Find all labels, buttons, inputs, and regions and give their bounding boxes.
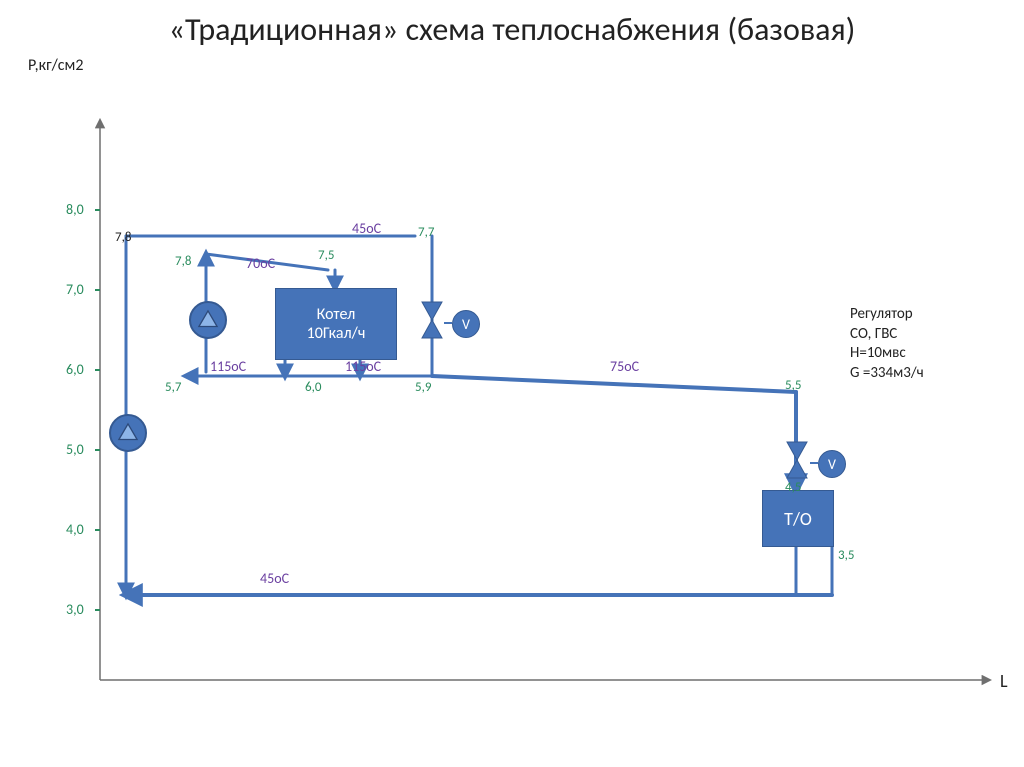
valve-icon bbox=[785, 440, 809, 485]
temperature-label: 115оС bbox=[210, 358, 246, 375]
regulator-line: H=10мвс bbox=[850, 344, 924, 364]
temperature-label: 115оС bbox=[345, 358, 381, 375]
pressure-value: 3,5 bbox=[838, 548, 854, 563]
y-tick-label: 4,0 bbox=[66, 521, 84, 538]
pressure-value: 7,8 bbox=[175, 254, 191, 269]
pressure-value: 7,7 bbox=[418, 225, 434, 240]
boiler-label-2: 10Гкал/ч bbox=[307, 324, 366, 343]
temperature-label: 45оС bbox=[352, 220, 381, 237]
regulator-line: G =334м3/ч bbox=[850, 364, 924, 384]
regulator-line: Регулятор bbox=[850, 305, 924, 325]
valve-icon bbox=[420, 300, 444, 345]
heat-exchanger-label: Т/О bbox=[784, 508, 812, 530]
pressure-value: 5,7 bbox=[165, 380, 181, 395]
y-tick-label: 8,0 bbox=[66, 201, 84, 218]
valve-badge: V bbox=[818, 450, 846, 478]
boiler-label-1: Котел bbox=[317, 305, 356, 324]
pressure-value: 7,5 bbox=[318, 248, 334, 263]
y-tick-label: 7,0 bbox=[66, 281, 84, 298]
boiler-box: Котел 10Гкал/ч bbox=[275, 288, 397, 360]
valve-badge: V bbox=[452, 310, 480, 338]
regulator-line: СО, ГВС bbox=[850, 325, 924, 345]
heat-exchanger-box: Т/О bbox=[762, 490, 834, 547]
pressure-value: 4,5 bbox=[785, 480, 801, 495]
pressure-value: 7,8 bbox=[115, 230, 131, 245]
y-tick-label: 5,0 bbox=[66, 441, 84, 458]
pressure-value: 6,0 bbox=[305, 380, 321, 395]
y-tick-label: 3,0 bbox=[66, 601, 84, 618]
temperature-label: 75оС bbox=[610, 358, 639, 375]
diagram-svg bbox=[0, 0, 1024, 767]
y-tick-label: 6,0 bbox=[66, 361, 84, 378]
temperature-label: 45оС bbox=[260, 570, 289, 587]
pressure-value: 5,9 bbox=[415, 380, 431, 395]
pump-icon bbox=[109, 414, 147, 452]
pump-icon bbox=[189, 301, 227, 339]
pressure-value: 5,5 bbox=[785, 378, 801, 393]
temperature-label: 70оС bbox=[246, 255, 275, 272]
regulator-annotation: РегуляторСО, ГВСH=10мвсG =334м3/ч bbox=[850, 305, 924, 383]
